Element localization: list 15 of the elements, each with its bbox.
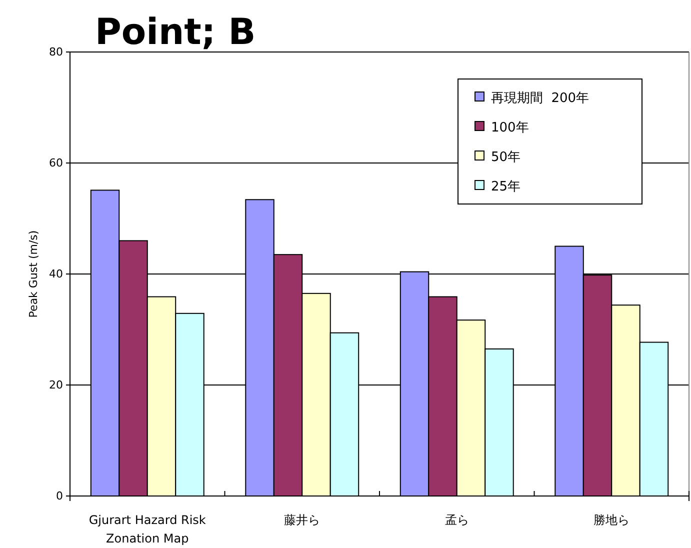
y-tick-label: 60 [49, 156, 63, 170]
y-tick-label: 0 [56, 490, 63, 503]
y-tick-label: 80 [49, 46, 63, 59]
legend-label: 50年 [491, 150, 521, 165]
legend-label: 100年 [491, 120, 529, 136]
x-tick-label: 孟ら [444, 513, 469, 527]
x-tick-label: 勝地ら [594, 513, 630, 527]
x-tick-label: Gjurart Hazard Risk Zonation Map [88, 513, 206, 546]
x-tick-label: 藤井ら [284, 513, 320, 527]
legend-label: 再現期間 200年 [491, 91, 590, 106]
y-tick-label: 40 [49, 268, 63, 281]
y-tick-label: 20 [49, 378, 63, 392]
legend-label: 25年 [491, 180, 521, 194]
y-axis-title: Peak Gust (m/s) [27, 230, 40, 318]
chart-title: Point; B [95, 12, 256, 53]
